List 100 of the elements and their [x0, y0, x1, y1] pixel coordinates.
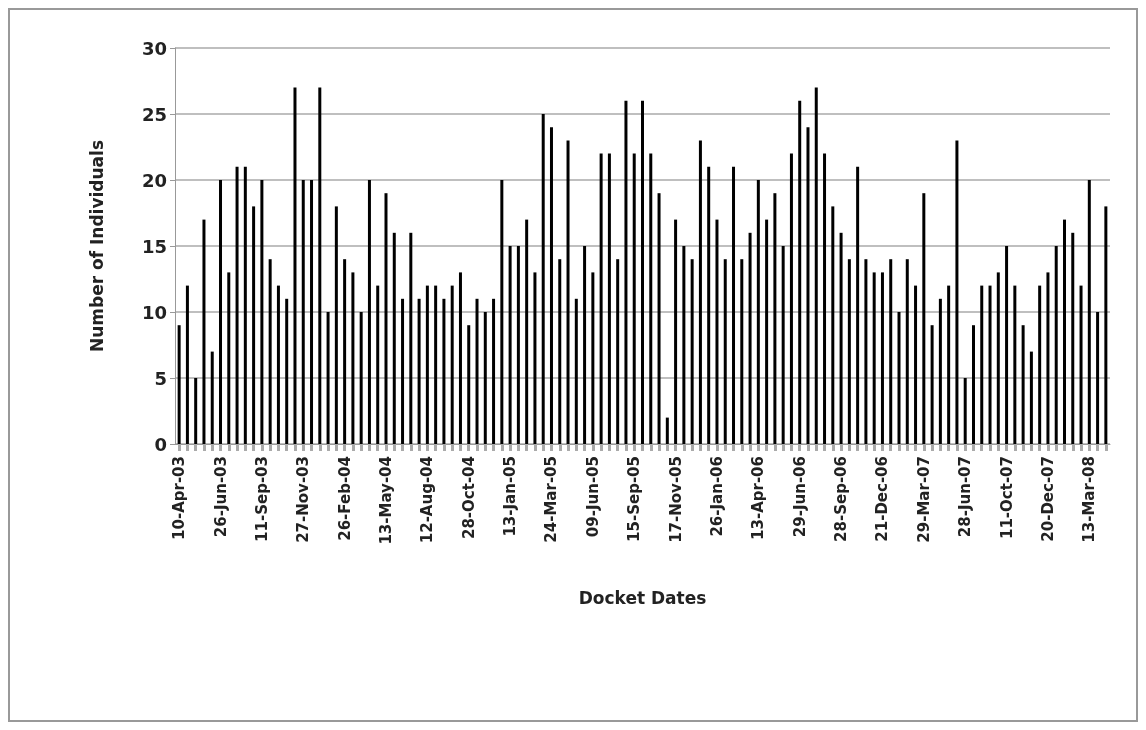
bar: [549, 127, 553, 444]
x-tick-label: 28-Jun-07: [956, 456, 975, 538]
bar: [996, 272, 1000, 444]
x-tick-label: 20-Dec-07: [1038, 456, 1057, 542]
bar: [806, 127, 810, 444]
bar: [219, 180, 223, 444]
bar: [376, 285, 380, 444]
bar: [483, 312, 487, 444]
y-tick-label: 15: [141, 235, 167, 257]
bar: [789, 153, 793, 444]
bar: [641, 100, 644, 444]
bar: [475, 298, 479, 444]
x-tick-label: 29-Jun-06: [790, 456, 809, 538]
bar: [1096, 312, 1100, 444]
bar: [963, 378, 967, 444]
bar: [210, 351, 214, 444]
x-tick-label: 15-Sep-05: [625, 456, 644, 542]
x-tick-label: 27-Nov-03: [294, 456, 313, 543]
bar: [682, 246, 686, 444]
x-tick-label: 26-Feb-04: [335, 456, 354, 541]
bar: [1079, 285, 1083, 444]
bar: [500, 180, 504, 444]
bar: [1013, 285, 1017, 444]
x-tick-label: 13-Jan-05: [501, 456, 520, 537]
bar: [434, 285, 438, 444]
bar: [723, 259, 727, 444]
bar: [516, 246, 520, 444]
x-tick-label: 24-Mar-05: [542, 456, 561, 543]
bar: [1029, 351, 1033, 444]
y-tick-label: 0: [154, 433, 167, 455]
bar: [632, 153, 636, 444]
bar: [508, 246, 512, 444]
x-tick-label: 11-Oct-07: [997, 456, 1016, 540]
x-tick-label: 13-May-04: [377, 456, 395, 545]
bar: [310, 180, 314, 444]
bar: [922, 193, 926, 444]
bar: [765, 219, 769, 444]
bar: [715, 219, 719, 444]
x-tick-label: 26-Jun-03: [211, 456, 230, 538]
bar: [740, 259, 744, 444]
x-tick-label: 10-Apr-03: [170, 456, 189, 540]
bar: [1038, 285, 1042, 444]
bar: [541, 114, 545, 444]
bar: [947, 285, 951, 444]
bar: [425, 285, 429, 444]
bar: [798, 100, 802, 444]
bar: [872, 272, 876, 444]
x-tick-label: 28-Sep-06: [832, 456, 851, 542]
y-tick-label: 5: [154, 367, 167, 389]
bar: [442, 298, 446, 444]
bar: [235, 166, 239, 444]
bar: [914, 285, 918, 444]
bar: [185, 285, 189, 444]
bar: [343, 259, 347, 444]
bar: [880, 272, 884, 444]
bar: [409, 232, 413, 444]
bar: [243, 166, 247, 444]
bar: [988, 285, 992, 444]
bar: [351, 272, 355, 444]
bar: [674, 219, 678, 444]
bar: [980, 285, 984, 444]
bar: [1087, 180, 1091, 444]
bar: [458, 272, 462, 444]
bar: [938, 298, 942, 444]
x-tick-label: 13-Apr-06: [749, 456, 768, 540]
bar: [334, 206, 338, 444]
x-tick-label: 26-Jan-06: [707, 456, 726, 537]
bar: [417, 298, 421, 444]
x-tick-label: 28-Oct-04: [459, 456, 478, 540]
bar: [268, 259, 272, 444]
bar: [1046, 272, 1050, 444]
bar: [616, 259, 620, 444]
bar: [732, 166, 736, 444]
bar: [293, 87, 297, 444]
bar: [566, 140, 570, 444]
y-axis-title: Number of Individuals: [86, 139, 107, 353]
bar: [318, 87, 322, 444]
bar: [624, 100, 628, 444]
bar: [649, 153, 653, 444]
y-tick-label: 10: [141, 301, 167, 323]
bar: [227, 272, 231, 444]
bar: [359, 312, 363, 444]
bar: [773, 193, 777, 444]
bar: [367, 180, 371, 444]
bar: [889, 259, 893, 444]
bar: [707, 166, 711, 444]
bar: [930, 325, 934, 444]
y-tick-label: 30: [141, 37, 167, 59]
bar: [847, 259, 851, 444]
y-tick-label: 25: [141, 103, 167, 125]
bar: [756, 180, 760, 444]
bar: [665, 417, 669, 444]
bar: [781, 246, 785, 444]
bar: [276, 285, 280, 444]
bar: [252, 206, 256, 444]
bar: [864, 259, 868, 444]
y-tick-label: 20: [141, 169, 167, 191]
bar: [690, 259, 694, 444]
x-tick-label: 17-Nov-05: [666, 456, 685, 543]
bar: [905, 259, 909, 444]
